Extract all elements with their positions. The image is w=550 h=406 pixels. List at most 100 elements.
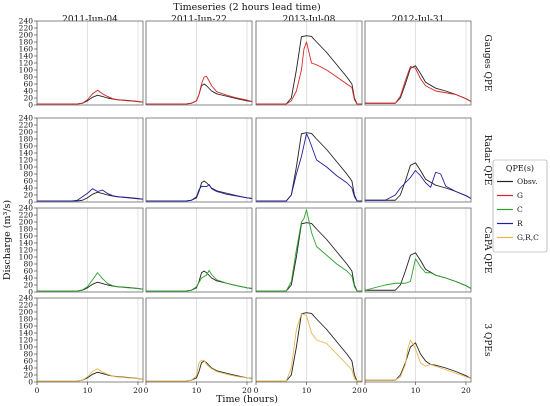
panel-r2-c1: [145, 207, 253, 293]
y-tick-label: 100: [19, 163, 34, 172]
y-tick-label: 0: [28, 378, 33, 387]
panel-background: [37, 118, 143, 202]
y-tick-label: 80: [23, 350, 33, 359]
series-line: [365, 170, 472, 201]
panel-frame: [145, 297, 253, 383]
series-line: [37, 272, 144, 292]
panel-frame: [145, 117, 253, 203]
panel-background: [365, 118, 471, 202]
x-axis-label: Time (hours): [216, 394, 278, 405]
series-line: [256, 312, 362, 382]
series-line: [146, 269, 253, 292]
panel-frame: [364, 20, 472, 106]
x-tick-label: 20: [352, 386, 362, 395]
y-tick-label: 40: [23, 87, 33, 96]
panel-background: [256, 21, 362, 105]
panel-background: [146, 118, 252, 202]
y-tick-label: 0: [28, 198, 33, 207]
y-tick-label: 120: [19, 156, 34, 165]
panel-r0-c1: [145, 20, 253, 106]
panel-frame: [364, 207, 472, 293]
y-tick-label: 220: [19, 121, 34, 130]
y-tick-label: 140: [19, 52, 34, 61]
series-line: [146, 75, 253, 105]
series-line: [146, 359, 253, 382]
y-tick-label: 0: [28, 288, 33, 297]
x-tick-label: 0: [144, 386, 149, 395]
y-tick-label: 80: [23, 170, 33, 179]
y-tick-label: 40: [23, 274, 33, 283]
legend-box: [492, 159, 548, 253]
x-tick-label: 0: [35, 386, 40, 395]
y-tick-label: 200: [19, 31, 34, 40]
series-line: [256, 133, 362, 202]
x-tick-label: 10: [192, 386, 202, 395]
series-line: [256, 41, 362, 105]
y-tick-label: 20: [23, 191, 33, 200]
panels-layer: 2011-Jun-04 2011-Jun-22 2013-Jul-08 2012-Ju…: [19, 15, 492, 395]
y-tick-label: 220: [19, 211, 34, 220]
y-tick-label: 120: [19, 336, 34, 345]
panel-background: [37, 208, 143, 292]
y-tick-label: 80: [23, 260, 33, 269]
x-tick-label: 0: [254, 386, 259, 395]
series-line: [364, 258, 472, 291]
y-tick-label: 200: [19, 128, 34, 137]
panel-background: [365, 21, 471, 105]
y-tick-label: 240: [19, 204, 34, 213]
y-tick-label: 160: [19, 45, 34, 54]
y-tick-label: 160: [19, 142, 34, 151]
panel-frame: [255, 117, 363, 203]
y-tick-label: 200: [19, 308, 34, 317]
chart-title: Timeseries (2 hours lead time): [173, 2, 320, 13]
y-tick-label: 0: [28, 101, 33, 110]
y-tick-label: 100: [19, 343, 34, 352]
series-line: [256, 222, 362, 292]
column-title: 2011-Jun-04: [62, 15, 118, 25]
y-tick-label: 60: [23, 80, 33, 89]
series-line: [37, 89, 144, 105]
panel-r1-c3: [364, 117, 472, 203]
legend-title: QPE(s): [506, 164, 534, 173]
y-tick-label: 240: [19, 17, 34, 26]
panel-background: [256, 298, 362, 382]
y-tick-label: 100: [19, 66, 34, 75]
panel-frame: [145, 207, 253, 293]
y-tick-label: 40: [23, 364, 33, 373]
y-tick-label: 60: [23, 267, 33, 276]
y-tick-label: 160: [19, 232, 34, 241]
y-axis-label: Discharge (m³/s): [2, 200, 13, 280]
panel-frame: [255, 20, 363, 106]
y-tick-label: 140: [19, 149, 34, 158]
x-tick-label: 10: [302, 386, 312, 395]
x-tick-label: 20: [461, 386, 471, 395]
panel-background: [37, 298, 143, 382]
column-title: 2012-Jul-31: [392, 15, 445, 25]
legend-entry-label: G: [517, 191, 523, 200]
panel-r3-c3: 0 10 20: [363, 297, 472, 395]
panel-background: [365, 298, 471, 382]
y-tick-label: 100: [19, 253, 34, 262]
y-tick-label: 120: [19, 246, 34, 255]
y-tick-label: 180: [19, 225, 34, 234]
y-tick-label: 60: [23, 357, 33, 366]
panel-r1-c2: [255, 117, 363, 203]
y-tick-label: 240: [19, 294, 34, 303]
panel-r2-c2: [255, 207, 363, 293]
y-tick-label: 180: [19, 38, 34, 47]
panel-frame: [364, 117, 472, 203]
legend-entry-label: Obsv.: [517, 177, 538, 186]
series-line: [37, 188, 144, 202]
panel-frame: [255, 297, 363, 383]
y-tick-label: 20: [23, 281, 33, 290]
y-tick-label: 160: [19, 322, 34, 331]
row-title: 3 QPEs: [482, 323, 492, 357]
y-tick-label: 60: [23, 177, 33, 186]
series-line: [256, 209, 362, 292]
panel-background: [146, 298, 252, 382]
x-tick-label: 10: [411, 386, 421, 395]
